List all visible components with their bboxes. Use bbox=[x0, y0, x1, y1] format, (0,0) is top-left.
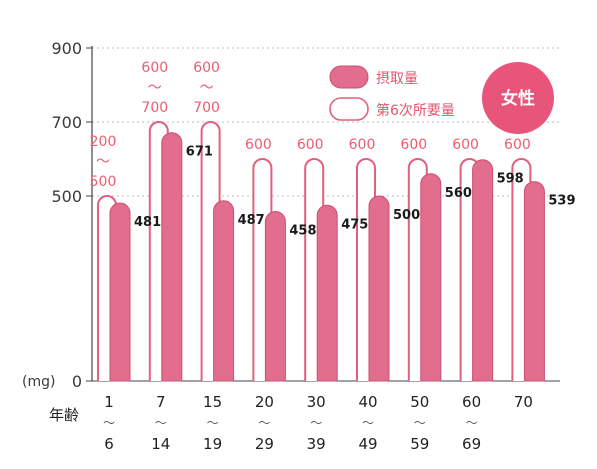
age-from-label: 1 bbox=[104, 393, 114, 411]
age-separator: 〜 bbox=[466, 416, 478, 430]
legend-label-requirement: 第6次所要量 bbox=[376, 102, 455, 119]
intake-bar bbox=[368, 195, 390, 382]
intake-value-label: 560 bbox=[445, 186, 472, 201]
age-to-label: 49 bbox=[358, 435, 377, 453]
x-axis-title: 年齢 bbox=[49, 406, 79, 424]
intake-bar bbox=[161, 132, 183, 382]
intake-bar bbox=[264, 211, 286, 382]
y-tick-label: 500 bbox=[51, 187, 82, 206]
age-to-label: 69 bbox=[462, 435, 481, 453]
intake-value-label: 481 bbox=[134, 215, 161, 230]
age-from-label: 70 bbox=[514, 393, 533, 411]
intake-value-label: 500 bbox=[393, 208, 420, 223]
legend-swatch-intake bbox=[329, 65, 369, 89]
badge-circle bbox=[482, 62, 554, 134]
y-tick-label: 700 bbox=[51, 113, 82, 132]
requirement-value-label: 500 bbox=[90, 174, 117, 190]
gender-badge: 女性 bbox=[482, 62, 554, 134]
intake-value-label: 487 bbox=[238, 213, 265, 228]
age-separator: 〜 bbox=[414, 416, 426, 430]
age-to-label: 6 bbox=[104, 435, 114, 453]
intake-bar bbox=[472, 159, 494, 382]
requirement-value-label: 600 bbox=[349, 137, 376, 153]
age-from-label: 7 bbox=[156, 393, 166, 411]
requirement-value-label: 600 bbox=[297, 137, 324, 153]
legend-swatch-requirement bbox=[329, 97, 369, 121]
age-from-label: 60 bbox=[462, 393, 481, 411]
intake-value-label: 671 bbox=[186, 145, 213, 160]
age-separator: 〜 bbox=[207, 416, 219, 430]
y-tick-label: 900 bbox=[51, 39, 82, 58]
intake-bar bbox=[109, 202, 131, 382]
intake-bar bbox=[213, 200, 235, 382]
labels-layer: 481 200 〜 500 671 600 〜 700 487 600 〜 700 458 600 475 6… bbox=[90, 60, 576, 239]
y-unit-label: (mg) bbox=[22, 374, 55, 390]
requirement-value-label: 600 bbox=[400, 137, 427, 153]
intake-value-label: 475 bbox=[341, 217, 368, 232]
age-from-label: 30 bbox=[307, 393, 326, 411]
requirement-value-label: 600 bbox=[504, 137, 531, 153]
intake-bar bbox=[420, 173, 442, 382]
intake-value-label: 458 bbox=[289, 224, 316, 239]
intake-bar bbox=[316, 204, 338, 382]
legend: 摂取量 第6次所要量 bbox=[329, 65, 455, 121]
intake-value-label: 598 bbox=[497, 172, 524, 187]
requirement-value-label: 600 bbox=[193, 60, 220, 76]
intake-value-label: 539 bbox=[548, 194, 575, 209]
age-from-label: 20 bbox=[255, 393, 274, 411]
age-separator: 〜 bbox=[103, 416, 115, 430]
age-separator: 〜 bbox=[155, 416, 167, 430]
requirement-value-label: 700 bbox=[141, 100, 168, 116]
requirement-value-label: 〜 bbox=[96, 154, 110, 170]
legend-label-intake: 摂取量 bbox=[376, 71, 418, 87]
badge-label: 女性 bbox=[501, 88, 535, 109]
age-to-label: 14 bbox=[151, 435, 170, 453]
requirement-value-label: 600 bbox=[452, 137, 479, 153]
age-separator: 〜 bbox=[362, 416, 374, 430]
age-from-label: 15 bbox=[203, 393, 222, 411]
requirement-value-label: 600 bbox=[245, 137, 272, 153]
requirement-value-label: 700 bbox=[193, 100, 220, 116]
age-from-label: 50 bbox=[410, 393, 429, 411]
y-tick-label: 0 bbox=[72, 372, 82, 391]
age-to-label: 59 bbox=[410, 435, 429, 453]
requirement-value-label: 〜 bbox=[200, 80, 214, 96]
age-to-label: 29 bbox=[255, 435, 274, 453]
age-separator: 〜 bbox=[310, 416, 322, 430]
bars-layer bbox=[97, 121, 545, 382]
age-to-label: 19 bbox=[203, 435, 222, 453]
x-axis: 1 〜 6 7 〜 14 15 〜 19 20 〜 29 30 〜 39 40 〜 49 50 〜 59 60 〜 69 70 年… bbox=[49, 393, 533, 453]
requirement-value-label: 200 bbox=[90, 134, 117, 150]
age-to-label: 39 bbox=[307, 435, 326, 453]
requirement-value-label: 600 bbox=[141, 60, 168, 76]
requirement-value-label: 〜 bbox=[148, 80, 162, 96]
age-from-label: 40 bbox=[358, 393, 377, 411]
intake-bar bbox=[523, 181, 545, 382]
age-separator: 〜 bbox=[258, 416, 270, 430]
